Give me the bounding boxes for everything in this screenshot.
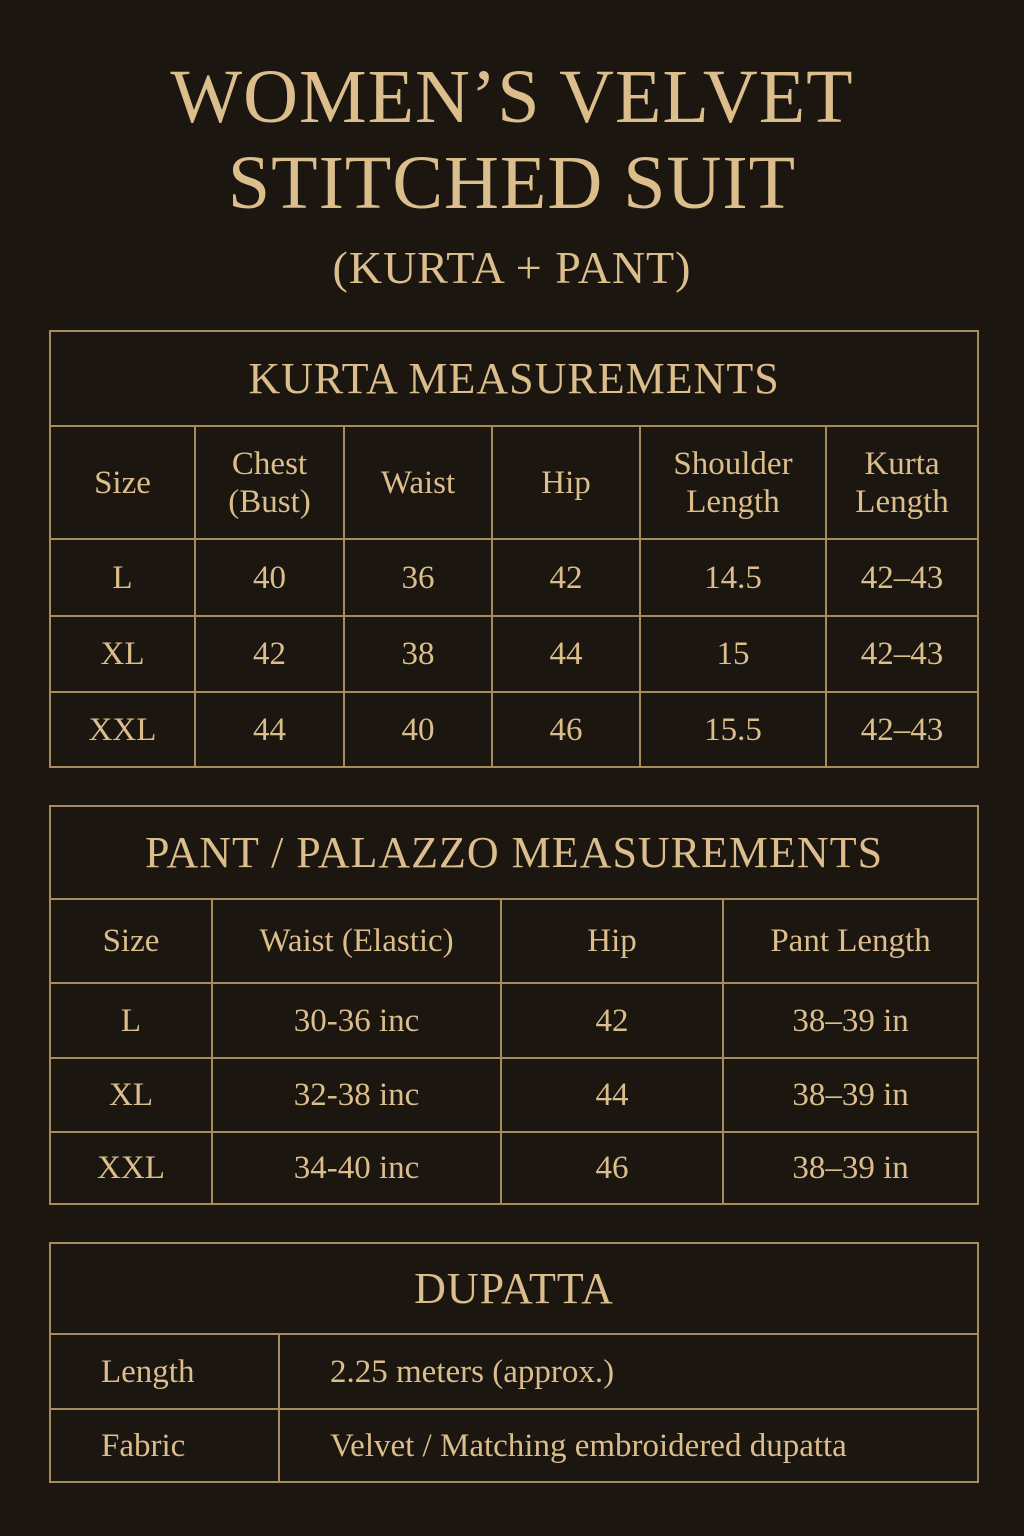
table-cell: 36 — [343, 538, 493, 617]
kurta-column-header: Waist — [343, 425, 493, 540]
header-text-line: (Bust) — [228, 483, 311, 520]
table-cell: 44 — [491, 615, 641, 693]
table-cell: 46 — [491, 691, 641, 768]
table-cell: 42 — [500, 982, 724, 1059]
kurta-column-header: Chest (Bust) — [194, 425, 345, 540]
table-cell: 44 — [500, 1057, 724, 1133]
table-cell: XXL — [49, 691, 196, 768]
table-cell: 40 — [343, 691, 493, 768]
table-cell: XXL — [49, 1131, 213, 1205]
table-cell: 42–43 — [824, 691, 980, 768]
kurta-column-header: Kurta Length — [824, 425, 980, 540]
header-text-line: Waist — [380, 464, 456, 501]
pant-measurements-table: PANT / PALAZZO MEASUREMENTS Size Waist (E… — [48, 805, 980, 1205]
table-row: XXL 44 40 46 15.5 42–43 — [49, 691, 980, 768]
table-cell: 14.5 — [639, 538, 827, 617]
table-cell: L — [49, 538, 196, 617]
table-row: L 40 36 42 14.5 42–43 — [49, 538, 980, 617]
table-cell: 42–43 — [824, 615, 980, 693]
dupatta-label: Length — [49, 1333, 280, 1410]
table-cell: 42–43 — [824, 538, 980, 617]
table-cell: 38 — [343, 615, 493, 693]
table-cell: 44 — [194, 691, 345, 768]
header-text-line: Kurta — [864, 445, 940, 482]
table-cell: L — [49, 982, 213, 1059]
dupatta-value: Velvet / Matching embroidered dupatta — [277, 1408, 980, 1483]
kurta-header-row: Size Chest (Bust) Waist Hip Shoulder Length Kur… — [49, 425, 980, 540]
table-row: Fabric Velvet / Matching embroidered dupa… — [49, 1408, 980, 1483]
table-row: XL 42 38 44 15 42–43 — [49, 615, 980, 693]
dupatta-table: DUPATTA Length 2.25 meters (approx.) Fabri… — [48, 1242, 980, 1483]
pant-header-row: Size Waist (Elastic) Hip Pant Length — [49, 898, 980, 984]
table-cell: 15 — [639, 615, 827, 693]
dupatta-heading: DUPATTA — [48, 1242, 980, 1335]
header-text-line: Length — [855, 483, 949, 520]
table-cell: 46 — [500, 1131, 724, 1205]
dupatta-value: 2.25 meters (approx.) — [277, 1333, 980, 1410]
dupatta-label: Fabric — [49, 1408, 280, 1483]
table-cell: XL — [49, 615, 196, 693]
pant-column-header: Size — [49, 898, 213, 984]
table-row: XXL 34-40 inc 46 38–39 in — [49, 1131, 980, 1205]
table-row: Length 2.25 meters (approx.) — [49, 1333, 980, 1410]
header-text-line: Length — [686, 483, 780, 520]
table-cell: 30-36 inc — [211, 982, 502, 1059]
table-cell: 15.5 — [639, 691, 827, 768]
pant-heading: PANT / PALAZZO MEASUREMENTS — [48, 805, 980, 900]
header-text-line: Chest — [231, 445, 308, 482]
table-cell: 42 — [491, 538, 641, 617]
table-row: XL 32-38 inc 44 38–39 in — [49, 1057, 980, 1133]
header-text-line: Hip — [541, 464, 591, 501]
kurta-column-header: Shoulder Length — [639, 425, 827, 540]
title-line-2: STITCHED SUIT — [227, 141, 797, 225]
pant-column-header: Waist (Elastic) — [211, 898, 502, 984]
table-row: L 30-36 inc 42 38–39 in — [49, 982, 980, 1059]
table-cell: 40 — [194, 538, 345, 617]
table-cell: 38–39 in — [721, 1057, 980, 1133]
kurta-column-header: Hip — [491, 425, 641, 540]
kurta-column-header: Size — [49, 425, 196, 540]
table-cell: 38–39 in — [721, 1131, 980, 1205]
header-text-line: Shoulder — [673, 445, 793, 482]
table-cell: 32-38 inc — [211, 1057, 502, 1133]
subtitle: (KURTA + PANT) — [332, 242, 692, 293]
table-cell: 34-40 inc — [211, 1131, 502, 1205]
title-line-1: WOMEN’S VELVET — [170, 55, 854, 139]
kurta-measurements-table: KURTA MEASUREMENTS Size Chest (Bust) Waist H… — [48, 330, 980, 768]
header-text-line: Size — [94, 464, 151, 501]
pant-column-header: Hip — [500, 898, 724, 984]
kurta-heading: KURTA MEASUREMENTS — [48, 330, 980, 427]
pant-column-header: Pant Length — [721, 898, 980, 984]
table-cell: XL — [49, 1057, 213, 1133]
table-cell: 38–39 in — [721, 982, 980, 1059]
table-cell: 42 — [194, 615, 345, 693]
